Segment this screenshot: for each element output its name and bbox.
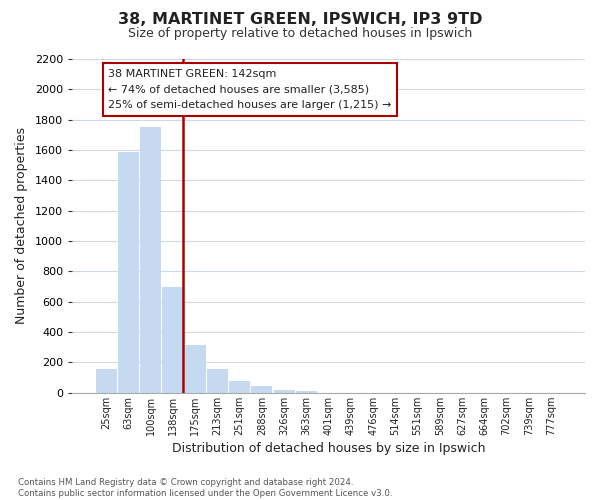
Bar	[207, 370, 228, 393]
Bar	[140, 128, 161, 393]
Text: Contains HM Land Registry data © Crown copyright and database right 2024.
Contai: Contains HM Land Registry data © Crown c…	[18, 478, 392, 498]
Bar	[296, 392, 317, 393]
Bar	[274, 390, 295, 393]
Bar	[251, 386, 272, 393]
Text: Size of property relative to detached houses in Ipswich: Size of property relative to detached ho…	[128, 28, 472, 40]
Y-axis label: Number of detached properties: Number of detached properties	[15, 128, 28, 324]
X-axis label: Distribution of detached houses by size in Ipswich: Distribution of detached houses by size …	[172, 442, 485, 455]
Text: 38, MARTINET GREEN, IPSWICH, IP3 9TD: 38, MARTINET GREEN, IPSWICH, IP3 9TD	[118, 12, 482, 28]
Bar	[118, 152, 139, 393]
Bar	[185, 345, 206, 393]
Bar	[95, 368, 116, 393]
Text: 38 MARTINET GREEN: 142sqm
← 74% of detached houses are smaller (3,585)
25% of se: 38 MARTINET GREEN: 142sqm ← 74% of detac…	[108, 69, 391, 110]
Bar	[162, 286, 184, 393]
Bar	[229, 380, 250, 393]
